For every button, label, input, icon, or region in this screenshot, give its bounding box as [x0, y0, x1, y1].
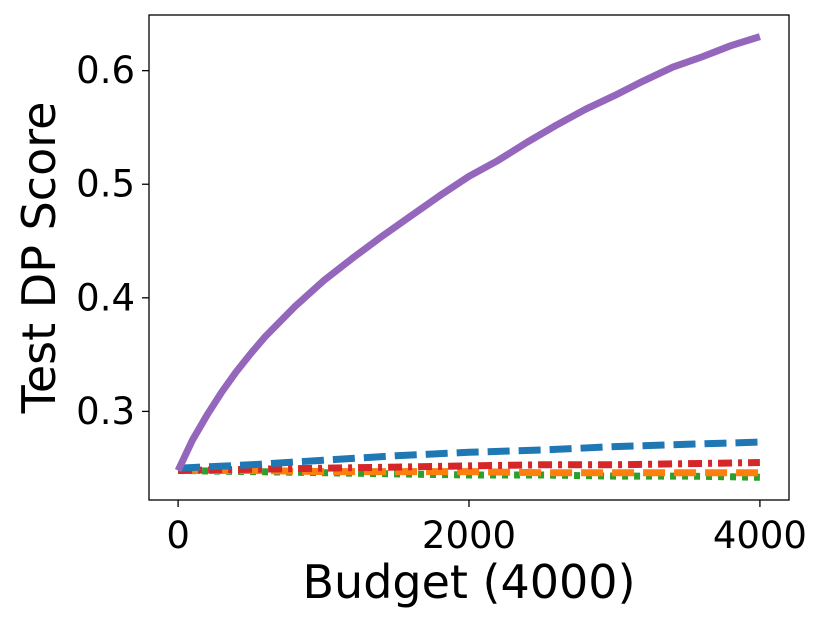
- y-axis-title: Test DP Score: [12, 102, 66, 415]
- x-tick-label: 4000: [713, 514, 807, 557]
- series-line-2: [177, 438, 761, 472]
- series-line-3: [178, 459, 760, 474]
- y-tick-label: 0.6: [76, 49, 135, 92]
- x-axis-title: Budget (4000): [302, 555, 635, 609]
- series-line-1: [174, 33, 761, 472]
- series-layer: [174, 33, 761, 481]
- plot-area-frame: [148, 14, 790, 501]
- y-tick-label: 0.3: [76, 390, 135, 433]
- tick-layer: 0 2000 4000 0.3 0.4 0.5 0.6: [76, 49, 807, 557]
- x-tick-label: 0: [166, 514, 190, 557]
- x-tick-label: 2000: [422, 514, 516, 557]
- y-tick-label: 0.5: [76, 163, 135, 206]
- y-tick-label: 0.4: [76, 276, 135, 319]
